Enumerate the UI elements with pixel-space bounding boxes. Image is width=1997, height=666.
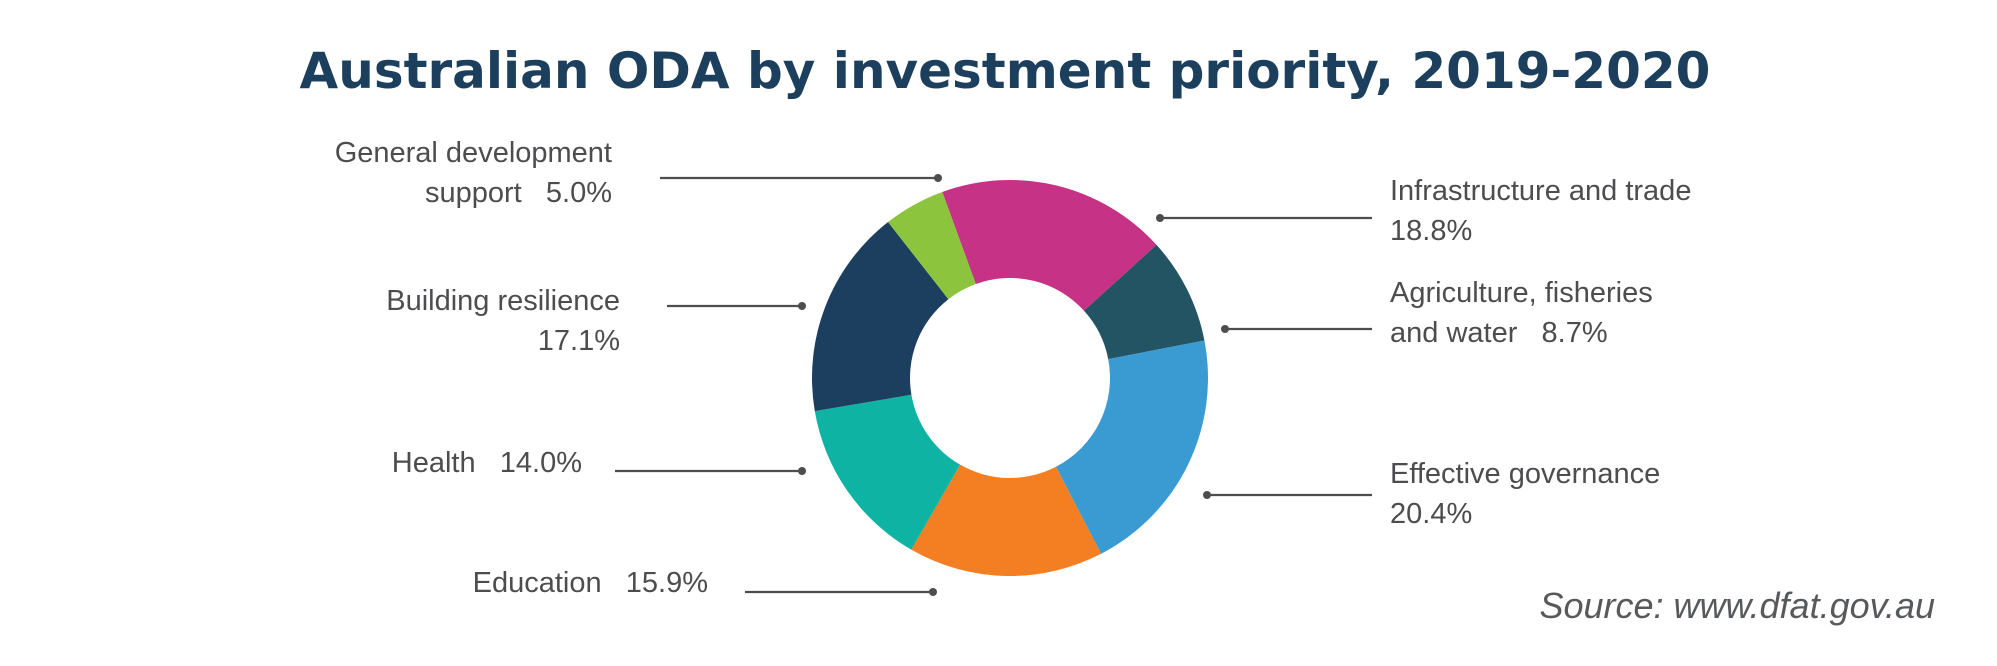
leader-dot [1203,491,1211,499]
leader-dot [798,302,806,310]
slice-building-resilience [812,222,949,412]
slice-label: General development [335,137,612,169]
slice-label: 18.8% [1390,215,1472,247]
donut-slices [812,180,1208,576]
slice-labels: Infrastructure and trade 18.8% Agriculture… [335,137,1692,599]
slice-infrastructure-and-trade [942,180,1157,311]
slice-label: Education 15.9% [473,567,708,599]
slice-label: Agriculture, fisheries [1390,277,1653,309]
source-note: Source: www.dfat.gov.au [1539,585,1935,626]
slice-label: 20.4% [1390,498,1472,530]
slice-effective-governance [1056,340,1208,554]
chart-title: Australian ODA by investment priority, 2… [300,42,1711,100]
slice-label: Health 14.0% [392,447,582,479]
slice-label: and water 8.7% [1390,317,1608,349]
leader-dot [798,467,806,475]
slice-label: Effective governance [1390,458,1660,490]
slice-education [911,464,1102,576]
leader-lines [615,174,1372,596]
slice-health [814,394,961,550]
slice-label: Building resilience [386,285,620,317]
slice-label: 17.1% [538,325,620,357]
slice-agriculture-fisheries-and-water [1084,244,1205,360]
leader-dot [1156,214,1164,222]
slice-label: support 5.0% [425,177,612,209]
leader-dot [934,174,942,182]
slice-label: Infrastructure and trade [1390,175,1691,207]
leader-dot [929,588,937,596]
slice-general-development-support [888,191,976,300]
leader-dot [1221,325,1229,333]
